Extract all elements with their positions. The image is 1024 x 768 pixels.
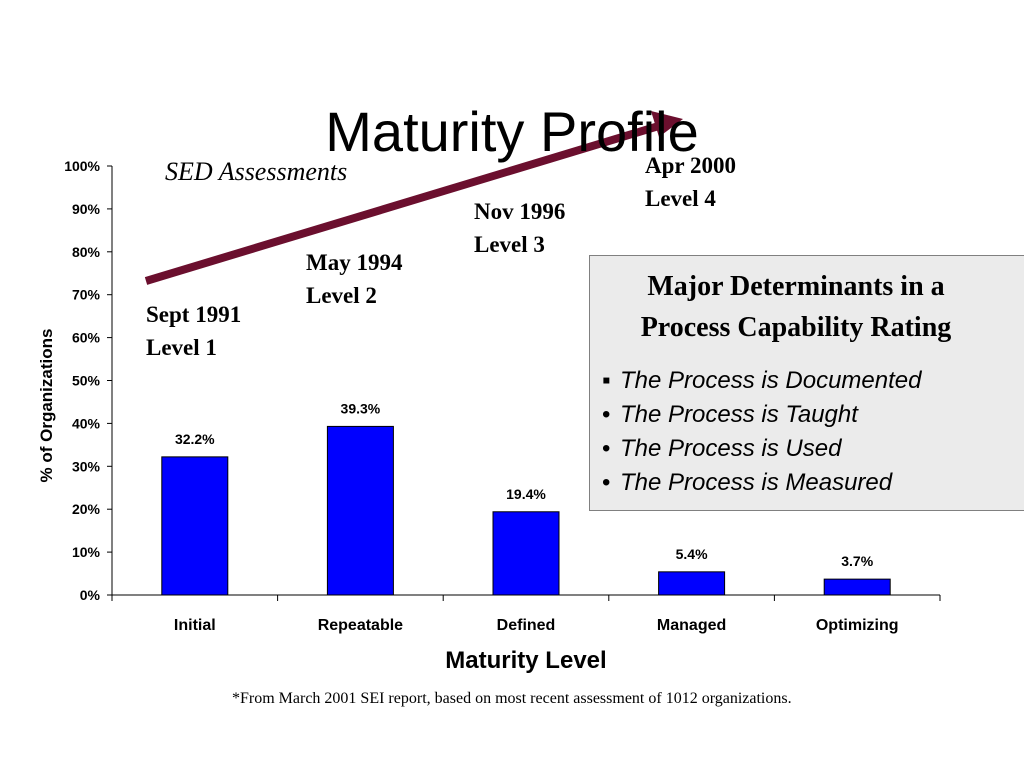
milestone-date: Apr 2000 [645, 153, 736, 178]
bar-data-label: 5.4% [676, 546, 708, 562]
milestone-date: Nov 1996 [474, 199, 566, 224]
determinants-heading-line: Major Determinants in a [647, 271, 945, 302]
footnote: *From March 2001 SEI report, based on mo… [232, 690, 792, 707]
milestone-date: Sept 1991 [146, 302, 242, 327]
bullet-icon: • [602, 435, 611, 462]
bar [658, 571, 726, 596]
chart-labels: 32.2% Initial 39.3% Repeatable 19.4% Defined 5… [37, 329, 899, 674]
milestone-level-2: May 1994 Level 2 [306, 246, 402, 312]
bullet-icon: • [602, 401, 611, 428]
milestone-level-1: Sept 1991 Level 1 [146, 298, 241, 364]
sed-assessments-label: SED Assessments [165, 157, 348, 186]
milestone-level-3: Nov 1996 Level 3 [474, 195, 565, 261]
chart-axes: 0% 10% 20% 30% 40% 50% 60% 70% 80% 90% 100% [64, 158, 941, 603]
determinant-text: The Process is Used [620, 435, 842, 462]
y-tick-label: 10% [72, 544, 101, 560]
y-tick-label: 70% [72, 287, 101, 303]
bar-data-label: 32.2% [175, 431, 215, 447]
milestone-level: Level 1 [146, 335, 217, 360]
bar-data-label: 19.4% [506, 486, 546, 502]
determinants-heading: Major Determinants in a Process Capabili… [590, 266, 1002, 348]
y-tick-label: 40% [72, 415, 101, 431]
y-tick-label: 30% [72, 458, 101, 474]
x-tick-label: Defined [497, 617, 556, 634]
y-tick-label: 20% [72, 501, 101, 517]
determinants-box: Major Determinants in a Process Capabili… [589, 255, 1024, 511]
y-tick-label: 90% [72, 201, 101, 217]
y-axis-title: % of Organizations [37, 329, 56, 483]
determinant-text: The Process is Documented [620, 367, 922, 394]
bar [161, 456, 229, 596]
progression-arrow-shaft [144, 121, 664, 285]
y-tick-label: 100% [64, 158, 100, 174]
determinant-item: • The Process is Taught [602, 398, 921, 432]
determinant-item: • The Process is Used [602, 432, 921, 466]
milestone-level-4: Apr 2000 Level 4 [645, 149, 736, 215]
y-tick-label: 60% [72, 330, 101, 346]
determinant-text: The Process is Measured [620, 469, 893, 496]
x-tick-label: Initial [174, 617, 216, 634]
milestone-level: Level 4 [645, 186, 716, 211]
determinant-item: ▪ The Process is Documented [602, 364, 921, 398]
square-bullet-icon: ▪ [602, 367, 611, 394]
milestone-date: May 1994 [306, 250, 403, 275]
determinant-text: The Process is Taught [620, 401, 858, 428]
x-tick-label: Managed [657, 617, 726, 634]
determinants-heading-line: Process Capability Rating [640, 312, 952, 343]
slide-title: Maturity Profile [325, 100, 699, 163]
milestone-level: Level 2 [306, 283, 377, 308]
y-tick-label: 50% [72, 373, 101, 389]
determinants-list: ▪ The Process is Documented • The Process … [602, 364, 921, 500]
progression-arrow-head [651, 111, 683, 137]
determinant-item: • The Process is Measured [602, 466, 921, 500]
bar-data-label: 3.7% [841, 553, 873, 569]
x-tick-label: Repeatable [318, 617, 403, 634]
y-tick-label: 0% [80, 587, 101, 603]
bar [326, 425, 394, 596]
milestone-level: Level 3 [474, 232, 545, 257]
chart-bars [161, 425, 891, 596]
y-tick-label: 80% [72, 244, 101, 260]
bullet-icon: • [602, 469, 611, 496]
bar [823, 578, 891, 596]
bar [492, 511, 560, 596]
x-axis-title: Maturity Level [445, 647, 606, 674]
bar-data-label: 39.3% [341, 400, 381, 416]
x-tick-label: Optimizing [816, 617, 899, 634]
